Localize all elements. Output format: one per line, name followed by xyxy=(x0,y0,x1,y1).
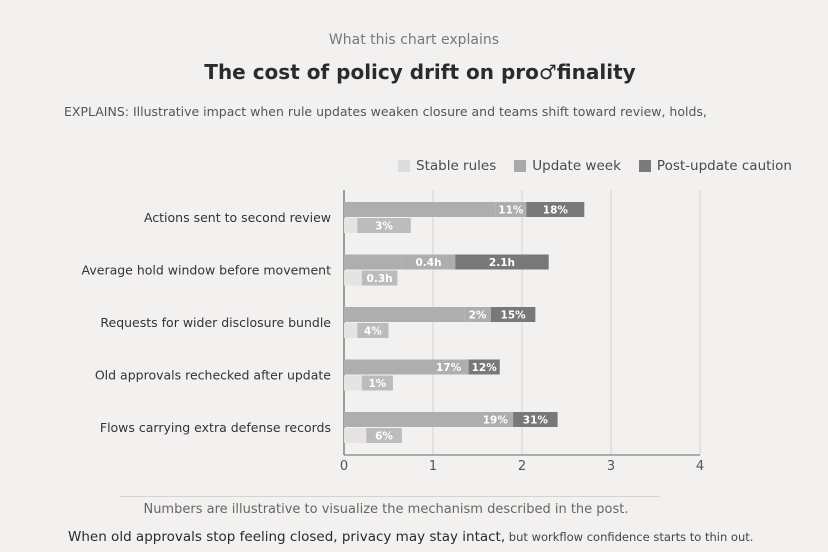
footnote-divider xyxy=(120,496,660,497)
x-tick-label: 3 xyxy=(607,459,615,474)
data-label: 11% xyxy=(498,205,524,217)
bar-segment xyxy=(344,323,358,338)
bar-segment xyxy=(344,359,429,375)
bar-segment xyxy=(357,218,411,233)
bar-segment xyxy=(361,270,398,286)
data-label: 1% xyxy=(368,378,386,390)
legend-label-post: Post-update caution xyxy=(656,158,792,174)
bar-segment xyxy=(344,428,367,443)
bar-segment xyxy=(464,307,491,322)
bar-segment xyxy=(513,412,558,427)
data-label: 15% xyxy=(501,310,527,322)
data-label: 19% xyxy=(483,415,509,427)
x-tick-label: 1 xyxy=(429,459,437,474)
legend-swatch-stable xyxy=(398,160,410,172)
bar-segment xyxy=(344,254,402,270)
data-label: 2.1h xyxy=(489,257,515,269)
data-label: 0.4h xyxy=(416,257,442,269)
category-label: Actions sent to second review xyxy=(144,210,331,225)
category-label: Flows carrying extra defense records xyxy=(100,420,331,435)
bar-segment xyxy=(468,359,500,375)
chart-subtitle: EXPLAINS: Illustrative impact when rule … xyxy=(64,104,707,119)
category-label: Old approvals rechecked after update xyxy=(95,368,331,383)
bar-segment xyxy=(344,218,358,233)
chart-title: The cost of policy drift on pro♂finality xyxy=(204,60,636,84)
bar-segment xyxy=(401,254,456,270)
bar-segment xyxy=(344,375,362,391)
legend-label-stable: Stable rules xyxy=(416,158,497,174)
x-tick-label: 4 xyxy=(696,459,704,474)
bar-segment xyxy=(344,202,496,217)
bar-segment xyxy=(357,323,389,338)
legend-label-update: Update week xyxy=(532,158,621,174)
data-label: 4% xyxy=(364,326,382,338)
chart-legend: Stable rules Update week Post-update cau… xyxy=(398,158,792,174)
data-label: 12% xyxy=(472,362,498,374)
legend-swatch-update xyxy=(514,160,527,172)
category-label: Average hold window before movement xyxy=(82,263,332,278)
data-label: 18% xyxy=(543,205,569,217)
bar-segment xyxy=(455,254,549,270)
category-label: Requests for wider disclosure bundle xyxy=(100,315,331,330)
x-tick-label: 0 xyxy=(340,459,348,474)
data-label: 17% xyxy=(436,362,462,374)
legend-swatch-post xyxy=(638,160,651,172)
legend-item-post: Post-update caution xyxy=(638,158,792,174)
legend-item-update: Update week xyxy=(514,158,621,174)
x-tick-label: 2 xyxy=(518,459,526,474)
data-label: 3% xyxy=(375,221,393,233)
chart-kicker: What this chart explains xyxy=(328,32,500,48)
data-label: 6% xyxy=(375,431,393,443)
bar-segment xyxy=(495,202,527,217)
bar-segment xyxy=(344,270,362,286)
bar-segment xyxy=(344,307,465,322)
data-label: 31% xyxy=(523,415,549,427)
bar-segment xyxy=(344,412,478,427)
legend-item-stable: Stable rules xyxy=(398,158,496,174)
chart-footnote: Numbers are illustrative to visualize th… xyxy=(143,502,629,517)
bar-segment xyxy=(490,307,536,322)
chart-takeaway: When old approvals stop feeling closed, … xyxy=(68,529,753,545)
data-label: 2% xyxy=(469,310,487,322)
takeaway-strong: When old approvals stop feeling closed, … xyxy=(68,529,506,545)
bar-segment xyxy=(366,428,402,443)
bar-segment xyxy=(361,375,393,391)
bar-segment xyxy=(428,359,469,375)
takeaway-light: but workflow confidence starts to thin o… xyxy=(505,530,754,544)
bar-segment xyxy=(477,412,514,427)
data-label: 0.3h xyxy=(367,273,393,285)
bar-segment xyxy=(526,202,585,217)
